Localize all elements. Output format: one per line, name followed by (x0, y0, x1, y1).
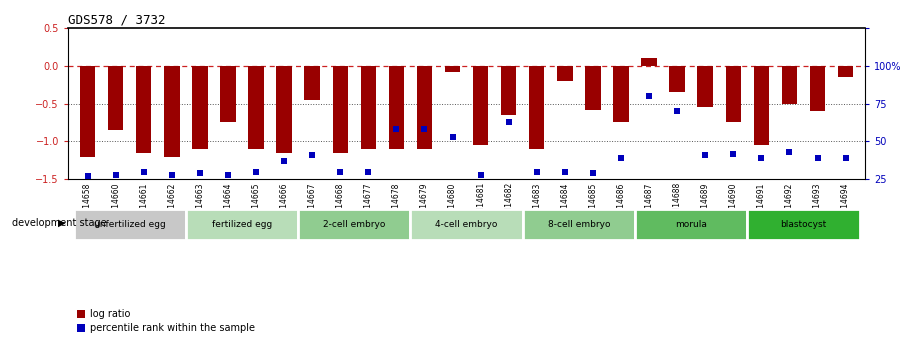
Bar (501, 66, 516, 115)
Legend: log ratio, percentile rank within the sample: log ratio, percentile rank within the sa… (77, 309, 255, 333)
Point (418, 127, 432, 132)
Bar (108, 66, 123, 130)
Point (390, 127, 404, 132)
Bar (298, 209, 410, 240)
Point (810, 155, 824, 161)
Point (305, 152, 320, 158)
Bar (333, 66, 348, 153)
Bar (136, 66, 151, 153)
Bar (698, 66, 713, 107)
Point (782, 149, 796, 155)
Point (698, 152, 712, 158)
Text: fertilized egg: fertilized egg (212, 220, 272, 229)
Point (613, 155, 628, 161)
Point (249, 169, 264, 175)
Bar (389, 66, 404, 149)
Bar (276, 66, 292, 153)
Bar (186, 209, 298, 240)
Point (277, 158, 292, 164)
Bar (523, 209, 635, 240)
Point (109, 172, 123, 178)
Point (529, 169, 544, 175)
Bar (670, 66, 685, 92)
Point (557, 169, 572, 175)
Text: blastocyst: blastocyst (780, 220, 826, 229)
Bar (726, 66, 741, 122)
Bar (838, 66, 853, 77)
Bar (164, 66, 179, 157)
Bar (557, 66, 573, 81)
Bar (754, 66, 769, 145)
Point (501, 119, 516, 125)
Bar (445, 66, 460, 72)
Text: 4-cell embryo: 4-cell embryo (436, 220, 497, 229)
Point (670, 108, 684, 114)
Bar (635, 209, 747, 240)
Point (81, 174, 95, 179)
Point (641, 93, 656, 99)
Point (446, 134, 460, 140)
Point (585, 170, 600, 176)
Bar (220, 66, 236, 122)
Bar (585, 66, 601, 110)
Bar (417, 66, 432, 149)
Bar (248, 66, 264, 149)
Bar (641, 58, 657, 66)
Text: morula: morula (675, 220, 707, 229)
Point (473, 172, 487, 178)
Bar (747, 209, 860, 240)
Bar (810, 66, 825, 111)
Bar (304, 66, 320, 100)
Bar (410, 209, 523, 240)
Point (193, 170, 207, 176)
Text: 2-cell embryo: 2-cell embryo (323, 220, 385, 229)
Point (361, 169, 376, 175)
Point (137, 169, 151, 175)
Point (165, 172, 179, 178)
Point (333, 169, 348, 175)
Bar (473, 66, 488, 145)
Bar (73, 209, 186, 240)
Bar (529, 66, 545, 149)
Bar (782, 66, 797, 104)
Point (754, 155, 768, 161)
Text: GDS578 / 3732: GDS578 / 3732 (68, 13, 166, 27)
Bar (613, 66, 629, 122)
Point (726, 151, 740, 156)
Bar (361, 66, 376, 149)
Text: unfertilized egg: unfertilized egg (94, 220, 166, 229)
Bar (80, 66, 95, 157)
Text: development stage: development stage (12, 218, 106, 227)
Text: 8-cell embryo: 8-cell embryo (547, 220, 610, 229)
Text: ▶: ▶ (58, 218, 65, 228)
Point (221, 172, 236, 178)
Point (838, 155, 853, 161)
Bar (192, 66, 207, 149)
